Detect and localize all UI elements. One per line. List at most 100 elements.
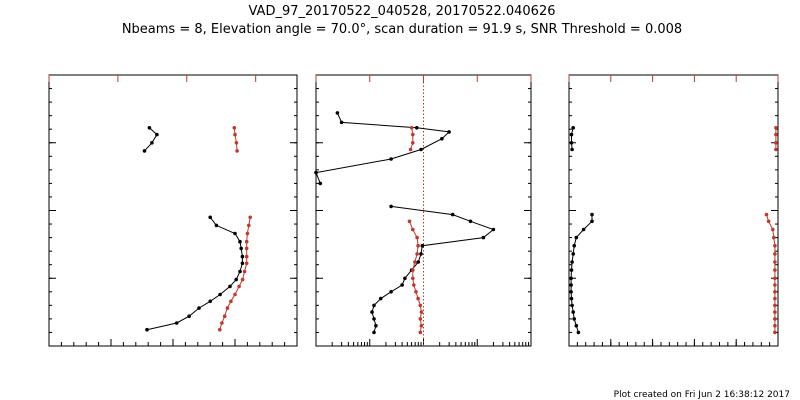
data-point (415, 252, 419, 256)
data-point (774, 147, 778, 152)
data-point (145, 327, 149, 332)
data-point (234, 277, 238, 282)
data-point (142, 149, 147, 153)
data-point (372, 317, 376, 321)
data-point (238, 269, 242, 274)
data-point (411, 132, 415, 137)
data-point (414, 290, 418, 294)
data-point (240, 261, 245, 266)
data-point (412, 283, 416, 287)
series-line (219, 217, 251, 330)
series-line (571, 127, 574, 150)
data-point (773, 268, 777, 272)
data-point (150, 141, 154, 145)
data-point (576, 330, 581, 335)
data-point (569, 268, 574, 272)
data-point (569, 132, 574, 137)
data-point (218, 327, 222, 332)
data-point (773, 310, 777, 314)
data-point (314, 170, 318, 175)
data-point (572, 317, 576, 321)
data-point (233, 292, 237, 297)
data-point (570, 260, 574, 264)
data-point (773, 330, 777, 335)
data-point (773, 303, 777, 308)
data-point (318, 181, 323, 186)
data-point (773, 323, 777, 328)
data-point (389, 204, 393, 209)
data-point (208, 299, 212, 304)
data-point (233, 132, 237, 137)
data-point (218, 292, 222, 297)
data-point (403, 276, 407, 281)
wind-series-wind-direction (218, 126, 252, 332)
title-line-1: VAD_97_20170522_040528, 20170522.040626 (249, 4, 556, 19)
data-point (419, 252, 423, 256)
data-point (571, 126, 575, 130)
series-line (315, 112, 451, 184)
data-point (569, 141, 574, 145)
data-point (773, 276, 777, 281)
data-point (408, 147, 413, 152)
data-point (570, 147, 574, 152)
data-point (244, 239, 249, 244)
data-point (450, 212, 455, 217)
data-point (774, 132, 778, 137)
data-point (237, 284, 241, 289)
data-point (764, 212, 769, 217)
data-point (374, 323, 378, 328)
data-point (773, 317, 777, 321)
data-point (766, 219, 771, 224)
data-point (400, 283, 404, 287)
footer-timestamp: Plot created on Fri Jun 2 16:38:12 2017 (614, 390, 790, 400)
data-point (419, 147, 423, 152)
data-point (440, 136, 444, 141)
data-point (220, 321, 224, 325)
data-point (235, 149, 239, 153)
data-point (773, 252, 777, 256)
snr-panel (314, 74, 532, 347)
data-point (155, 132, 159, 137)
corr-series-residual (569, 126, 594, 335)
data-point (411, 276, 415, 281)
data-point (772, 235, 776, 240)
series-line (766, 214, 776, 333)
data-point (418, 303, 423, 308)
data-point (238, 239, 242, 244)
wind-panel (48, 74, 298, 347)
data-point (370, 310, 374, 314)
corr-series-correlation (764, 126, 778, 335)
data-point (418, 330, 423, 335)
data-point (569, 296, 574, 301)
data-point (418, 317, 423, 321)
data-point (240, 254, 245, 259)
data-point (569, 276, 573, 281)
data-point (147, 126, 152, 130)
data-point (248, 215, 252, 220)
data-point (773, 290, 777, 294)
data-point (214, 223, 219, 228)
data-point (419, 310, 424, 314)
data-point (372, 303, 376, 308)
data-point (771, 227, 775, 232)
data-point (774, 126, 778, 130)
snr-series-snr (314, 111, 496, 335)
corr-panel (568, 74, 779, 347)
data-point (413, 260, 417, 264)
data-point (234, 141, 239, 145)
wind-series-wind-speed (142, 126, 245, 332)
data-point (242, 269, 247, 274)
corr-frame (568, 74, 779, 347)
data-point (415, 126, 419, 130)
data-point (415, 235, 419, 240)
data-point (233, 231, 237, 236)
data-point (773, 296, 777, 301)
data-point (416, 243, 420, 248)
data-point (208, 215, 212, 220)
series-line (570, 214, 593, 333)
data-point (481, 235, 486, 240)
snr-series-vertical-velocity (407, 126, 424, 335)
series-line (144, 127, 158, 152)
data-point (416, 260, 421, 264)
